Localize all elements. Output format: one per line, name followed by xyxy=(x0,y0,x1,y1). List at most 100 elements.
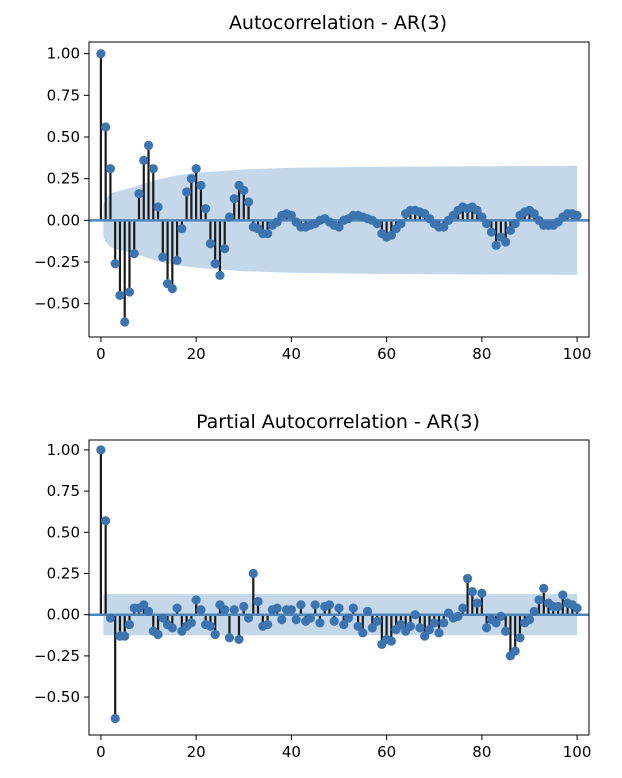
acf-x-tick-label: 40 xyxy=(282,345,301,363)
pacf-point xyxy=(472,598,482,608)
pacf-point xyxy=(296,600,306,610)
acf-point xyxy=(262,229,273,239)
pacf-point xyxy=(139,600,149,610)
acf-point xyxy=(220,244,230,254)
acf-x-tick-label: 80 xyxy=(472,345,491,363)
pacf-point xyxy=(224,633,235,643)
pacf-point xyxy=(343,613,354,623)
pacf-point xyxy=(362,606,373,616)
acf-point xyxy=(472,205,482,215)
pacf-y-tick-label: 0.50 xyxy=(47,523,80,541)
pacf-point xyxy=(229,605,239,615)
pacf-point xyxy=(196,605,206,615)
pacf-point xyxy=(367,623,377,633)
acf-point xyxy=(243,197,254,207)
pacf-point xyxy=(348,603,358,613)
pacf-point xyxy=(234,634,244,645)
acf-point xyxy=(201,204,211,214)
acf-point xyxy=(572,210,582,220)
pacf-x-tick-label: 60 xyxy=(377,743,396,761)
pacf-y-tick-label: 0.00 xyxy=(47,606,80,624)
acf-y-tick-label: 0.00 xyxy=(47,211,80,229)
pacf-point xyxy=(458,603,468,613)
pacf-point xyxy=(210,629,220,640)
acf-point xyxy=(239,185,249,195)
pacf-point xyxy=(396,619,406,630)
pacf-point xyxy=(572,603,582,613)
pacf-point xyxy=(334,603,344,613)
pacf-y-tick-label: 0.75 xyxy=(47,482,80,500)
pacf-point xyxy=(558,590,568,600)
acf-point xyxy=(229,194,239,204)
pacf-x-tick-label: 0 xyxy=(96,743,106,761)
acf-point xyxy=(529,209,539,219)
acf-point xyxy=(505,225,516,235)
acf-chart: Autocorrelation - AR(3) 0 20 40 60 80 100 1.00… xyxy=(34,12,591,363)
acf-point xyxy=(372,219,382,229)
pacf-point xyxy=(410,610,420,620)
pacf-point xyxy=(272,603,282,613)
pacf-point xyxy=(510,646,520,656)
acf-point xyxy=(396,219,406,229)
pacf-point xyxy=(491,618,501,628)
pacf-point xyxy=(424,624,435,635)
acf-point xyxy=(148,164,158,174)
pacf-point xyxy=(386,636,396,646)
pacf-point xyxy=(324,600,335,610)
pacf-point xyxy=(186,618,196,628)
pacf-y-tick-label: 0.25 xyxy=(47,564,80,582)
pacf-point xyxy=(439,618,449,628)
pacf-point xyxy=(329,616,339,626)
acf-x-tick-label: 20 xyxy=(187,345,206,363)
pacf-point xyxy=(124,619,135,630)
acf-point xyxy=(115,290,125,300)
acf-point xyxy=(272,217,282,227)
pacf-frame xyxy=(88,439,590,736)
pacf-point xyxy=(420,631,430,641)
pacf-point xyxy=(477,588,487,598)
acf-point xyxy=(510,219,520,229)
acf-frame xyxy=(88,41,590,338)
pacf-x-tick-label: 20 xyxy=(187,743,206,761)
pacf-chart-title: Partial Autocorrelation - AR(3) xyxy=(196,411,480,433)
pacf-point xyxy=(534,595,544,605)
acf-point xyxy=(205,239,216,249)
acf-y-tick-label: 1.00 xyxy=(47,45,80,63)
pacf-point xyxy=(496,611,506,621)
acf-point xyxy=(101,122,111,132)
pacf-y-tick-label: −0.25 xyxy=(34,647,80,665)
acf-point xyxy=(477,212,487,222)
acf-point xyxy=(110,259,120,269)
pacf-point xyxy=(405,621,416,631)
acf-point xyxy=(172,255,182,265)
pacf-point xyxy=(167,623,177,633)
pacf-point xyxy=(529,606,539,616)
pacf-point xyxy=(191,595,201,605)
acf-chart-title: Autocorrelation - AR(3) xyxy=(229,12,447,34)
acf-point xyxy=(96,49,106,59)
pacf-point xyxy=(467,587,477,597)
pacf-point xyxy=(353,621,363,631)
acf-point xyxy=(129,249,139,259)
pacf-y-tick-label: 1.00 xyxy=(47,441,80,459)
pacf-point xyxy=(96,445,106,455)
pacf-point xyxy=(358,628,368,638)
pacf-point xyxy=(120,631,130,641)
pacf-point xyxy=(434,628,444,638)
pacf-point xyxy=(253,596,263,607)
acf-point xyxy=(482,219,492,229)
acf-point xyxy=(196,180,206,190)
acf-point xyxy=(153,202,163,212)
acf-point xyxy=(210,259,220,269)
pacf-point xyxy=(429,618,439,628)
pacf-point xyxy=(415,623,425,633)
acf-y-tick-label: 0.25 xyxy=(47,170,80,188)
acf-y-tick-label: −0.25 xyxy=(34,253,80,271)
acf-point xyxy=(501,237,511,247)
pacf-point xyxy=(239,601,249,612)
acf-series xyxy=(89,49,589,327)
acf-x-tick-label: 0 xyxy=(96,345,106,363)
pacf-point xyxy=(501,626,511,636)
acf-point xyxy=(386,230,396,240)
pacf-point xyxy=(205,621,216,631)
